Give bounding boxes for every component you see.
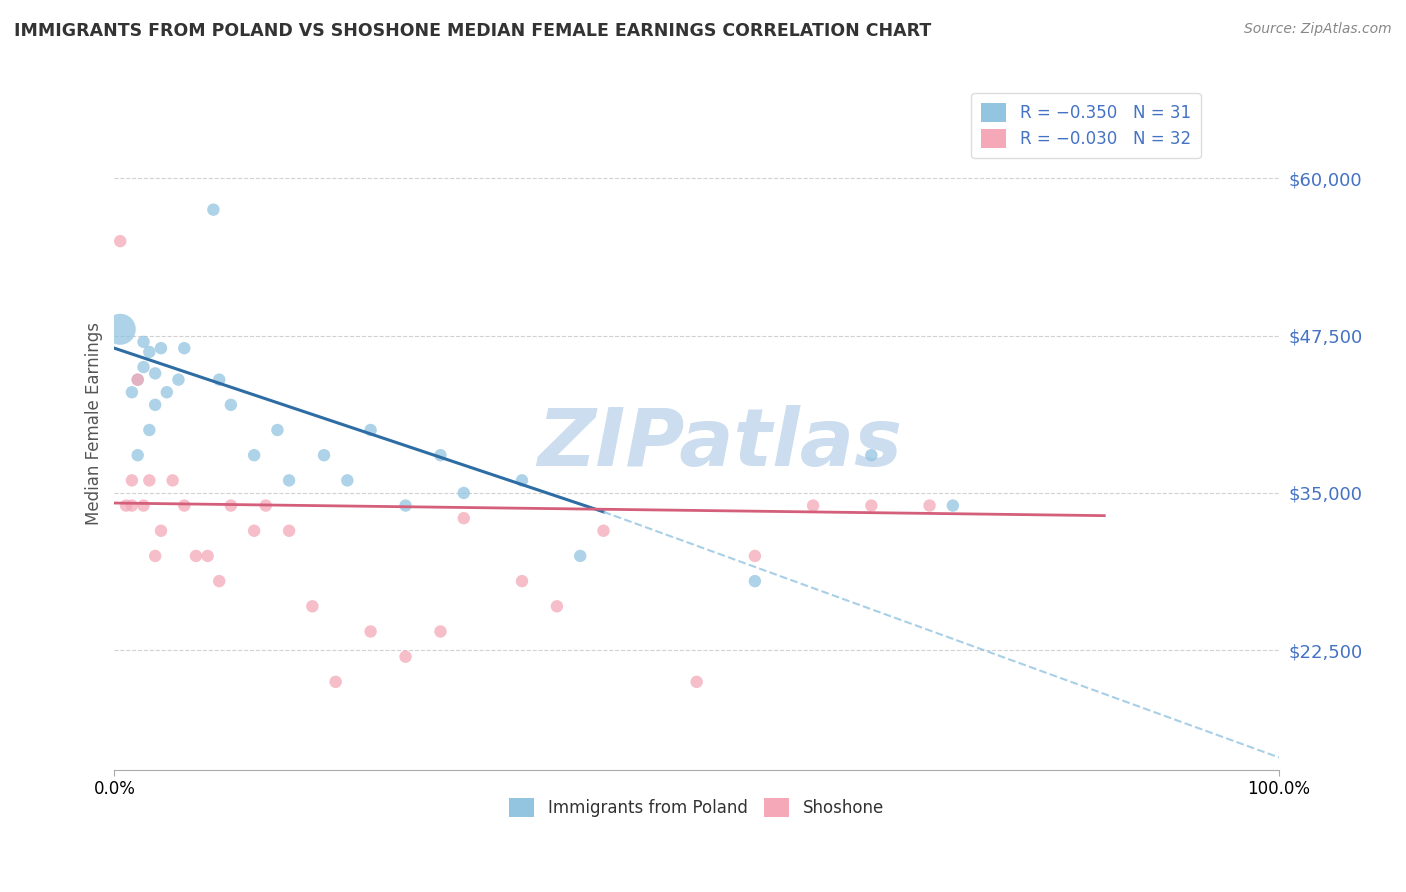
Point xyxy=(592,524,614,538)
Point xyxy=(860,499,883,513)
Point xyxy=(127,448,149,462)
Point xyxy=(744,574,766,588)
Point xyxy=(132,499,155,513)
Y-axis label: Median Female Earnings: Median Female Earnings xyxy=(86,322,103,525)
Point xyxy=(219,398,242,412)
Point xyxy=(360,624,382,639)
Point xyxy=(121,385,143,400)
Point xyxy=(336,474,359,488)
Point xyxy=(394,649,416,664)
Point xyxy=(744,549,766,563)
Point xyxy=(138,474,160,488)
Point xyxy=(167,373,190,387)
Point xyxy=(301,599,323,614)
Point xyxy=(110,234,132,248)
Point xyxy=(243,448,266,462)
Point xyxy=(197,549,219,563)
Text: IMMIGRANTS FROM POLAND VS SHOSHONE MEDIAN FEMALE EARNINGS CORRELATION CHART: IMMIGRANTS FROM POLAND VS SHOSHONE MEDIA… xyxy=(14,22,931,40)
Point xyxy=(208,373,231,387)
Point xyxy=(132,359,155,374)
Point xyxy=(150,524,173,538)
Point xyxy=(127,373,149,387)
Point xyxy=(801,499,824,513)
Point xyxy=(127,373,149,387)
Point xyxy=(312,448,335,462)
Point xyxy=(569,549,592,563)
Point xyxy=(150,341,173,355)
Point xyxy=(278,524,301,538)
Point xyxy=(202,202,225,217)
Point xyxy=(173,341,195,355)
Point xyxy=(121,499,143,513)
Point xyxy=(184,549,207,563)
Point xyxy=(394,499,416,513)
Text: Source: ZipAtlas.com: Source: ZipAtlas.com xyxy=(1244,22,1392,37)
Point xyxy=(132,334,155,349)
Point xyxy=(243,524,266,538)
Point xyxy=(325,674,347,689)
Point xyxy=(266,423,288,437)
Point xyxy=(429,624,451,639)
Point xyxy=(546,599,568,614)
Point xyxy=(143,549,166,563)
Point xyxy=(510,574,533,588)
Point xyxy=(453,486,475,500)
Point xyxy=(219,499,242,513)
Point xyxy=(453,511,475,525)
Point xyxy=(138,345,160,359)
Point xyxy=(254,499,277,513)
Point xyxy=(138,423,160,437)
Legend: Immigrants from Poland, Shoshone: Immigrants from Poland, Shoshone xyxy=(503,791,890,824)
Point xyxy=(685,674,707,689)
Point xyxy=(162,474,184,488)
Point xyxy=(429,448,451,462)
Point xyxy=(360,423,382,437)
Point xyxy=(143,367,166,381)
Point xyxy=(115,499,138,513)
Text: ZIPatlas: ZIPatlas xyxy=(537,406,903,483)
Point xyxy=(860,448,883,462)
Point xyxy=(173,499,195,513)
Point xyxy=(278,474,301,488)
Point xyxy=(110,322,132,336)
Point xyxy=(510,474,533,488)
Point xyxy=(918,499,941,513)
Point xyxy=(156,385,179,400)
Point xyxy=(121,474,143,488)
Point xyxy=(143,398,166,412)
Point xyxy=(208,574,231,588)
Point xyxy=(942,499,965,513)
